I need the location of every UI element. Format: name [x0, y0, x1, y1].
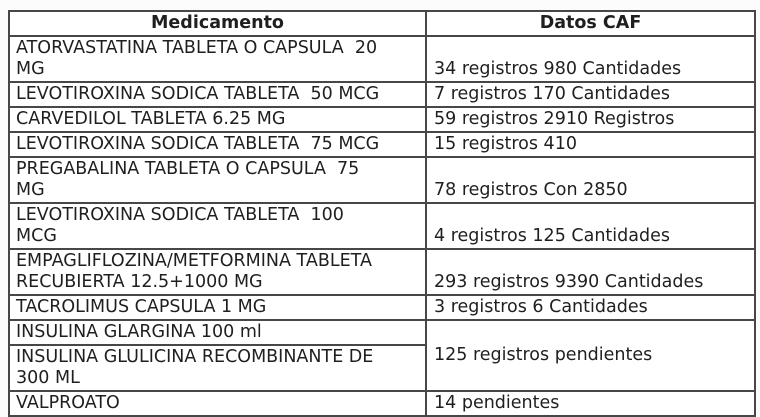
datos-cell: 78 registros Con 2850 [425, 156, 756, 204]
table-row: INSULINA GLARGINA 100 ml 125 registros p… [8, 319, 756, 392]
table-row: LEVOTIROXINA SODICA TABLETA 100 MCG 4 re… [8, 202, 756, 250]
table-row: VALPROATO 14 pendientes [8, 390, 756, 417]
table-row: EMPAGLIFLOZINA/METFORMINA TABLETA RECUBI… [8, 248, 756, 296]
medicamento-cell: EMPAGLIFLOZINA/METFORMINA TABLETA RECUBI… [8, 248, 427, 296]
datos-cell: 34 registros 980 Cantidades [425, 35, 756, 83]
table-row: INSULINA GLULICINA RECOMBINANTE DE 300 M… [8, 344, 755, 392]
datos-cell-merged: 125 registros pendientes [425, 319, 756, 392]
medicamento-cell: LEVOTIROXINA SODICA TABLETA 50 MCG [8, 81, 427, 108]
column-header-medicamento: Medicamento [8, 10, 427, 37]
table-row: LEVOTIROXINA SODICA TABLETA 75 MCG 15 re… [8, 131, 756, 158]
table-row: LEVOTIROXINA SODICA TABLETA 50 MCG 7 reg… [8, 81, 756, 108]
medicamento-cell: LEVOTIROXINA SODICA TABLETA 75 MCG [8, 131, 427, 158]
datos-cell: 4 registros 125 Cantidades [425, 202, 756, 250]
medicamento-cell: LEVOTIROXINA SODICA TABLETA 100 MCG [8, 202, 427, 250]
header-row: Medicamento Datos CAF [8, 10, 756, 37]
table-row: PREGABALINA TABLETA O CAPSULA 75 MG 78 r… [8, 156, 756, 204]
medicamento-cell: INSULINA GLARGINA 100 ml [8, 319, 427, 346]
medicamento-cell: TACROLIMUS CAPSULA 1 MG [8, 294, 427, 321]
medication-table: Medicamento Datos CAF ATORVASTATINA TABL… [8, 10, 756, 417]
datos-cell: 7 registros 170 Cantidades [425, 81, 756, 108]
medicamento-cell: VALPROATO [8, 390, 427, 417]
medicamento-cell: ATORVASTATINA TABLETA O CAPSULA 20 MG [8, 35, 427, 83]
medicamento-cell: INSULINA GLULICINA RECOMBINANTE DE 300 M… [8, 344, 427, 392]
datos-cell: 3 registros 6 Cantidades [425, 294, 756, 321]
table-row: ATORVASTATINA TABLETA O CAPSULA 20 MG 34… [8, 35, 756, 83]
datos-cell: 15 registros 410 [425, 131, 756, 158]
table-row: CARVEDILOL TABLETA 6.25 MG 59 registros … [8, 106, 756, 133]
column-header-datos-caf: Datos CAF [425, 10, 756, 37]
datos-cell: 14 pendientes [425, 390, 756, 417]
medicamento-cell: PREGABALINA TABLETA O CAPSULA 75 MG [8, 156, 427, 204]
datos-cell: 293 registros 9390 Cantidades [425, 248, 756, 296]
medicamento-cell: CARVEDILOL TABLETA 6.25 MG [8, 106, 427, 133]
datos-cell: 59 registros 2910 Registros [425, 106, 756, 133]
table-row: TACROLIMUS CAPSULA 1 MG 3 registros 6 Ca… [8, 294, 756, 321]
medication-report: Medicamento Datos CAF ATORVASTATINA TABL… [8, 10, 756, 417]
